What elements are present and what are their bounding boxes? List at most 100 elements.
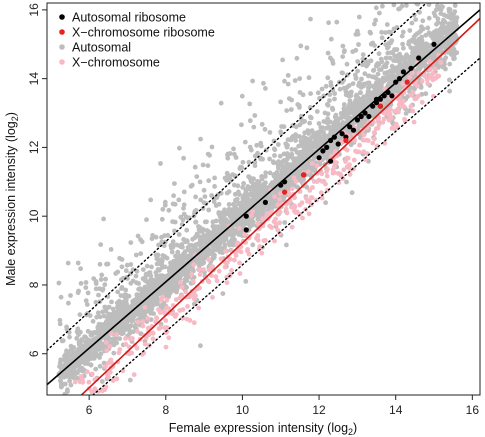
x-chromosome-point [170, 311, 176, 317]
autosomal-point [250, 78, 256, 84]
autosomal-point [230, 242, 236, 248]
autosomal-point [333, 112, 339, 118]
x-chromosome-point [131, 372, 137, 377]
autosomal-point [158, 161, 163, 166]
autosomal-point [349, 190, 355, 196]
autosomal-point [452, 24, 458, 29]
x-chromosome-point [145, 325, 151, 331]
y-axis-title-main: Male expression intensity (log [4, 121, 18, 286]
autosomal-point [115, 269, 121, 275]
x-chromosome-point [422, 73, 428, 79]
x-chromosome-point [257, 244, 263, 250]
autosomal-point [360, 62, 365, 68]
autosomal-point [181, 189, 187, 195]
x-chromosome-point [393, 121, 399, 127]
autosomal-point [231, 146, 236, 152]
x-chromosome-point [286, 190, 292, 196]
autosomal-point [77, 312, 83, 318]
x-chromosome-ribosome-point [282, 189, 288, 195]
autosomal-point [103, 276, 108, 282]
autosomal-point [232, 211, 237, 217]
autosomal-point [234, 196, 240, 202]
autosomal-point [190, 267, 196, 272]
x-chromosome-point [197, 285, 203, 291]
autosomal-point [244, 221, 250, 227]
autosomal-point [339, 79, 345, 85]
autosomal-point [327, 98, 332, 103]
autosomal-ribosome-point [400, 69, 406, 75]
autosomal-point [359, 122, 365, 127]
autosomal-point [212, 175, 218, 181]
x-chromosome-point [237, 260, 242, 266]
autosomal-ribosome-point [243, 227, 249, 233]
x-chromosome-point [191, 291, 197, 297]
autosomal-point [71, 345, 77, 350]
x-chromosome-point [104, 348, 110, 353]
autosomal-point [130, 267, 136, 273]
autosomal-point [56, 280, 62, 286]
autosomal-point [207, 152, 213, 158]
autosomal-point [102, 328, 107, 334]
autosomal-point [151, 311, 157, 316]
autosomal-point [165, 273, 171, 279]
autosomal-point [115, 289, 121, 295]
x-chromosome-point [306, 198, 312, 204]
autosomal-point [97, 355, 102, 360]
autosomal-point [263, 170, 269, 176]
x-chromosome-point [263, 238, 268, 243]
x-chromosome-point [347, 172, 353, 177]
autosomal-point [149, 236, 155, 242]
autosomal-point [277, 153, 283, 159]
x-chromosome-point [323, 181, 328, 187]
x-chromosome-point [410, 70, 415, 76]
autosomal-point [134, 280, 139, 286]
autosomal-point [171, 263, 177, 269]
autosomal-point [350, 49, 356, 55]
autosomal-point [172, 181, 177, 187]
x-chromosome-point [316, 177, 322, 183]
x-chromosome-point [95, 388, 101, 394]
x-chromosome-point [345, 155, 351, 161]
autosomal-point [325, 75, 331, 81]
autosomal-point [244, 187, 249, 193]
x-chromosome-point [235, 248, 241, 254]
autosomal-ribosome-point [335, 141, 341, 147]
autosomal-point [84, 302, 90, 307]
autosomal-point [58, 294, 64, 300]
autosomal-point [330, 58, 335, 63]
autosomal-point [240, 205, 245, 211]
x-chromosome-point [103, 340, 109, 345]
autosomal-point [136, 292, 142, 298]
autosomal-point [231, 182, 237, 188]
autosomal-point [178, 244, 184, 250]
x-chromosome-point [289, 186, 295, 192]
autosomal-point [196, 224, 201, 229]
autosomal-point [375, 71, 381, 77]
x-chromosome-point [373, 126, 379, 132]
x-axis-title: Female expression intensity (log2) [169, 421, 357, 437]
autosomal-point [117, 255, 122, 261]
x-chromosome-point [158, 325, 164, 330]
autosomal-point [433, 34, 439, 39]
autosomal-point [359, 76, 364, 82]
autosomal-point [370, 74, 375, 80]
x-chromosome-point [332, 170, 337, 176]
autosomal-ribosome-point [385, 89, 391, 95]
autosomal-ribosome-point [381, 93, 387, 99]
x-chromosome-point [259, 250, 265, 256]
autosomal-point [98, 242, 104, 248]
autosomal-point [99, 272, 105, 278]
autosomal-point [178, 214, 184, 220]
autosomal-point [419, 34, 424, 40]
y-tick-label: 14 [27, 72, 41, 86]
autosomal-point [249, 184, 255, 190]
autosomal-point [240, 219, 246, 225]
autosomal-point [328, 36, 334, 42]
autosomal-point [452, 9, 458, 15]
x-chromosome-point [114, 332, 119, 338]
autosomal-point [200, 162, 206, 168]
autosomal-point [279, 171, 284, 177]
autosomal-point [239, 122, 244, 128]
autosomal-point [179, 261, 185, 267]
autosomal-point [248, 147, 254, 153]
